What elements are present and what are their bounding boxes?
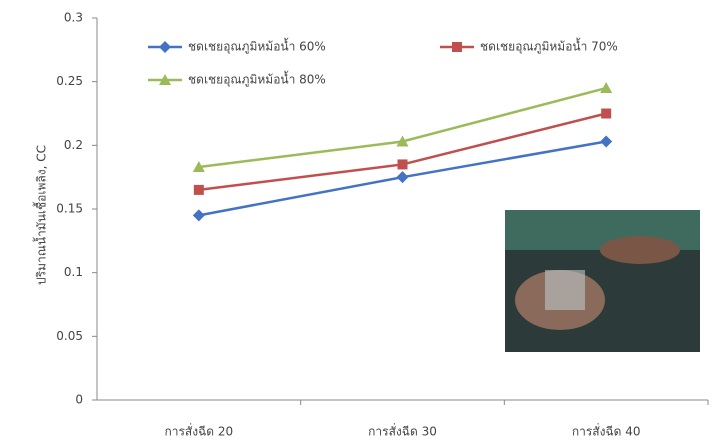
marker (397, 159, 408, 170)
marker (159, 74, 171, 85)
marker (396, 135, 409, 147)
x-tick-label: การสั่งฉีด 20 (164, 423, 233, 439)
y-tick-label: 0.25 (56, 74, 83, 88)
legend-label: ชดเชยอุณภูมิหม้อน้ำ 70% (480, 38, 618, 55)
y-tick-label: 0.3 (64, 11, 83, 25)
marker (192, 160, 205, 172)
y-tick-label: 0.15 (56, 202, 83, 216)
legend-label: ชดเชยอุณภูมิหม้อน้ำ 60% (188, 38, 326, 55)
x-tick-label: การสั่งฉีด 30 (368, 423, 437, 439)
marker (601, 108, 612, 119)
marker (159, 41, 171, 53)
marker (600, 135, 613, 148)
marker (192, 209, 205, 222)
marker (396, 171, 409, 184)
y-tick-label: 0 (75, 393, 83, 407)
legend-label: ชดเชยอุณภูมิหม้อน้ำ 80% (188, 71, 326, 88)
marker (193, 184, 204, 195)
x-tick-label: การสั่งฉีด 40 (572, 423, 641, 439)
marker (600, 82, 613, 94)
marker (452, 42, 462, 52)
y-tick-label: 0.05 (56, 329, 83, 343)
y-tick-label: 0.1 (64, 265, 83, 279)
y-tick-label: 0.2 (64, 138, 83, 152)
photo-inset (505, 210, 700, 352)
y-axis-label: ปริมาณน้ำมันเชื้อเพลิง, CC (33, 145, 49, 285)
